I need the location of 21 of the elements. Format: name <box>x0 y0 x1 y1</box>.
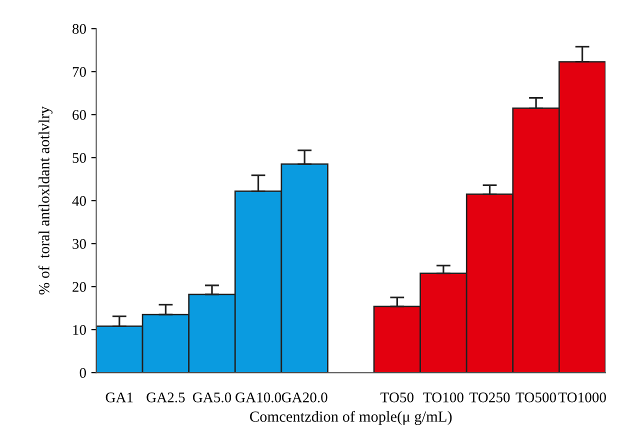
y-tick-label: 40 <box>72 196 86 206</box>
x-tick-label: TO250 <box>469 392 510 402</box>
y-axis-title: % of toral antloxldant aotlvlry <box>38 106 53 295</box>
y-tick-label: 10 <box>73 325 86 335</box>
x-tick-label: GA20.0 <box>282 392 328 402</box>
y-tick-label: 80 <box>72 24 86 34</box>
x-tick-label: GA1 <box>106 392 133 402</box>
x-tick-label: TO50 <box>380 392 414 402</box>
x-tick-label: GA5.0 <box>192 392 232 402</box>
x-axis-title: Comcentzdion of mople(μ g/mL) <box>250 410 452 425</box>
y-tick-label: 0 <box>80 368 86 378</box>
x-tick-label: GA2.5 <box>146 392 185 402</box>
y-tick-label: 70 <box>72 67 86 77</box>
x-tick-label: TO500 <box>516 392 556 402</box>
x-tick-label: TO1000 <box>558 392 606 402</box>
x-tick-label: TO100 <box>423 392 464 402</box>
x-tick-label: GA10.0 <box>236 392 282 402</box>
y-tick-label: 60 <box>72 110 86 120</box>
y-tick-label: 50 <box>72 153 86 163</box>
y-tick-label: 20 <box>72 282 86 292</box>
y-tick-label: 30 <box>72 239 86 249</box>
